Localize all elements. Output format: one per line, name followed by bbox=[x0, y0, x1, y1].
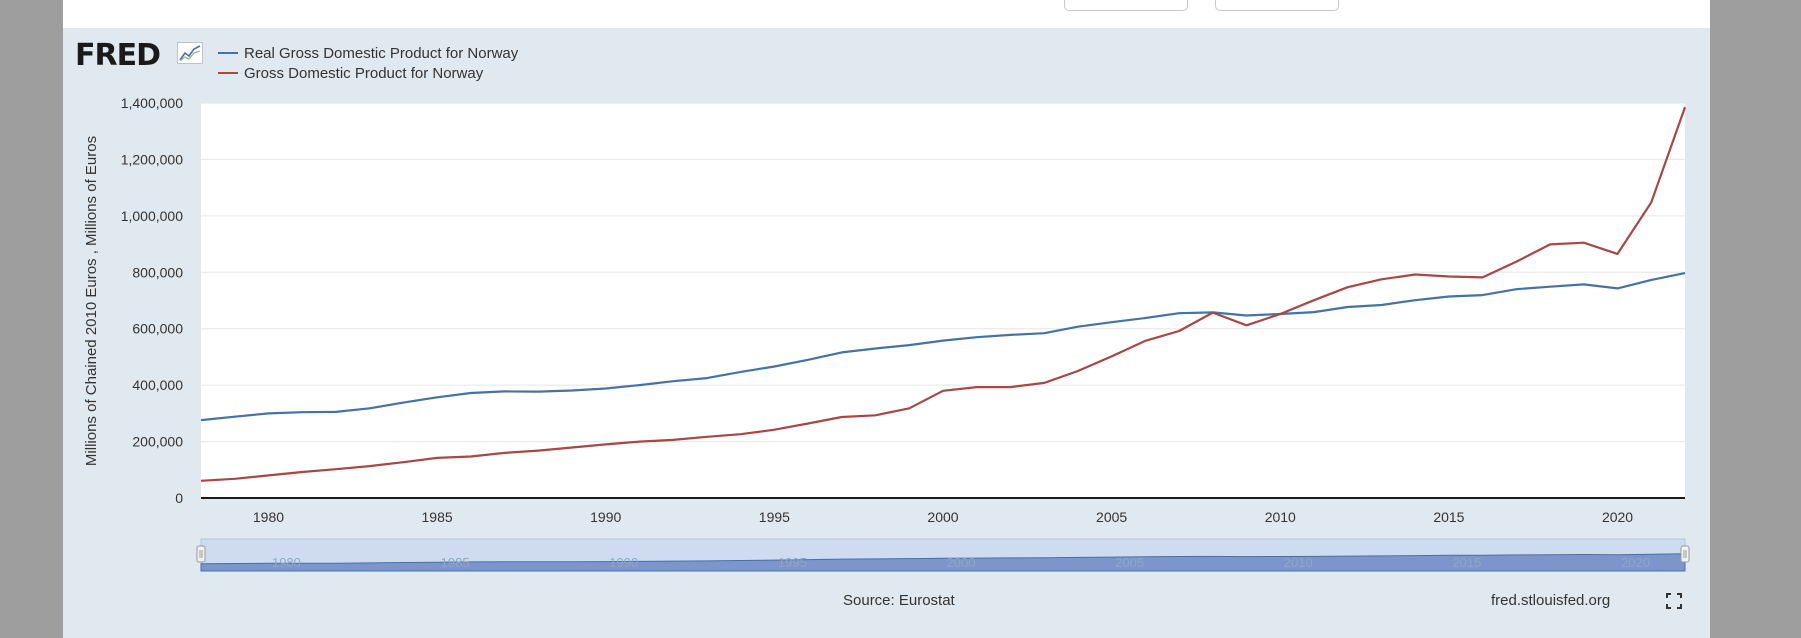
x-tick-label: 1995 bbox=[759, 509, 790, 525]
legend-label: Real Gross Domestic Product for Norway bbox=[244, 44, 519, 62]
navigator-tick-label: 2020 bbox=[1621, 555, 1650, 570]
y-tick-label: 1,000,000 bbox=[121, 208, 183, 224]
x-tick-label: 1980 bbox=[253, 509, 284, 525]
y-tick-label: 0 bbox=[175, 490, 183, 506]
x-tick-label: 1990 bbox=[590, 509, 621, 525]
legend-line-icon bbox=[218, 72, 238, 74]
fred-logo: FRED bbox=[75, 38, 161, 73]
navigator-tick-label: 2015 bbox=[1452, 555, 1481, 570]
y-tick-label: 1,200,000 bbox=[121, 151, 183, 167]
legend-line-icon bbox=[218, 52, 238, 54]
toolbar-button-2[interactable] bbox=[1215, 0, 1339, 11]
x-tick-label: 2000 bbox=[927, 509, 958, 525]
x-tick-label: 1985 bbox=[422, 509, 453, 525]
navigator-tick-label: 1990 bbox=[609, 555, 638, 570]
legend-label: Gross Domestic Product for Norway bbox=[244, 64, 484, 82]
fullscreen-icon[interactable] bbox=[1666, 593, 1682, 609]
y-tick-label: 600,000 bbox=[132, 321, 183, 337]
navigator-handle-left[interactable] bbox=[196, 545, 206, 563]
navigator-tick-label: 1985 bbox=[441, 555, 470, 570]
x-tick-label: 2015 bbox=[1433, 509, 1464, 525]
navigator-tick-label: 1980 bbox=[272, 555, 301, 570]
chart-legend: Real Gross Domestic Product for Norway G… bbox=[218, 43, 518, 83]
series-line-real-gdp bbox=[200, 272, 1686, 422]
navigator-tick-label: 2010 bbox=[1284, 555, 1313, 570]
y-tick-label: 1,400,000 bbox=[121, 95, 183, 111]
toolbar-button-1[interactable] bbox=[1064, 0, 1188, 11]
navigator-tick-label: 2005 bbox=[1115, 555, 1144, 570]
source-note: Source: Eurostat bbox=[843, 592, 955, 609]
legend-item-nominal-gdp[interactable]: Gross Domestic Product for Norway bbox=[218, 63, 518, 83]
legend-item-real-gdp[interactable]: Real Gross Domestic Product for Norway bbox=[218, 43, 518, 63]
navigator-tick-label: 2000 bbox=[947, 555, 976, 570]
plot-area bbox=[201, 103, 1685, 498]
x-tick-label: 2020 bbox=[1602, 509, 1633, 525]
top-toolbar-strip bbox=[63, 0, 1710, 28]
y-tick-label: 200,000 bbox=[132, 434, 183, 450]
y-tick-label: 400,000 bbox=[132, 377, 183, 393]
line-graph-icon bbox=[177, 42, 203, 64]
x-tick-label: 2010 bbox=[1265, 509, 1296, 525]
x-tick-label: 2005 bbox=[1096, 509, 1127, 525]
y-tick-label: 800,000 bbox=[132, 264, 183, 280]
navigator-tick-label: 1995 bbox=[778, 555, 807, 570]
site-link[interactable]: fred.stlouisfed.org bbox=[1491, 592, 1611, 609]
navigator-handle-right[interactable] bbox=[1680, 545, 1690, 563]
series-line-nominal-gdp bbox=[200, 106, 1687, 482]
y-axis-title: Millions of Chained 2010 Euros , Million… bbox=[83, 136, 100, 466]
navigator-series-area bbox=[200, 553, 1686, 572]
